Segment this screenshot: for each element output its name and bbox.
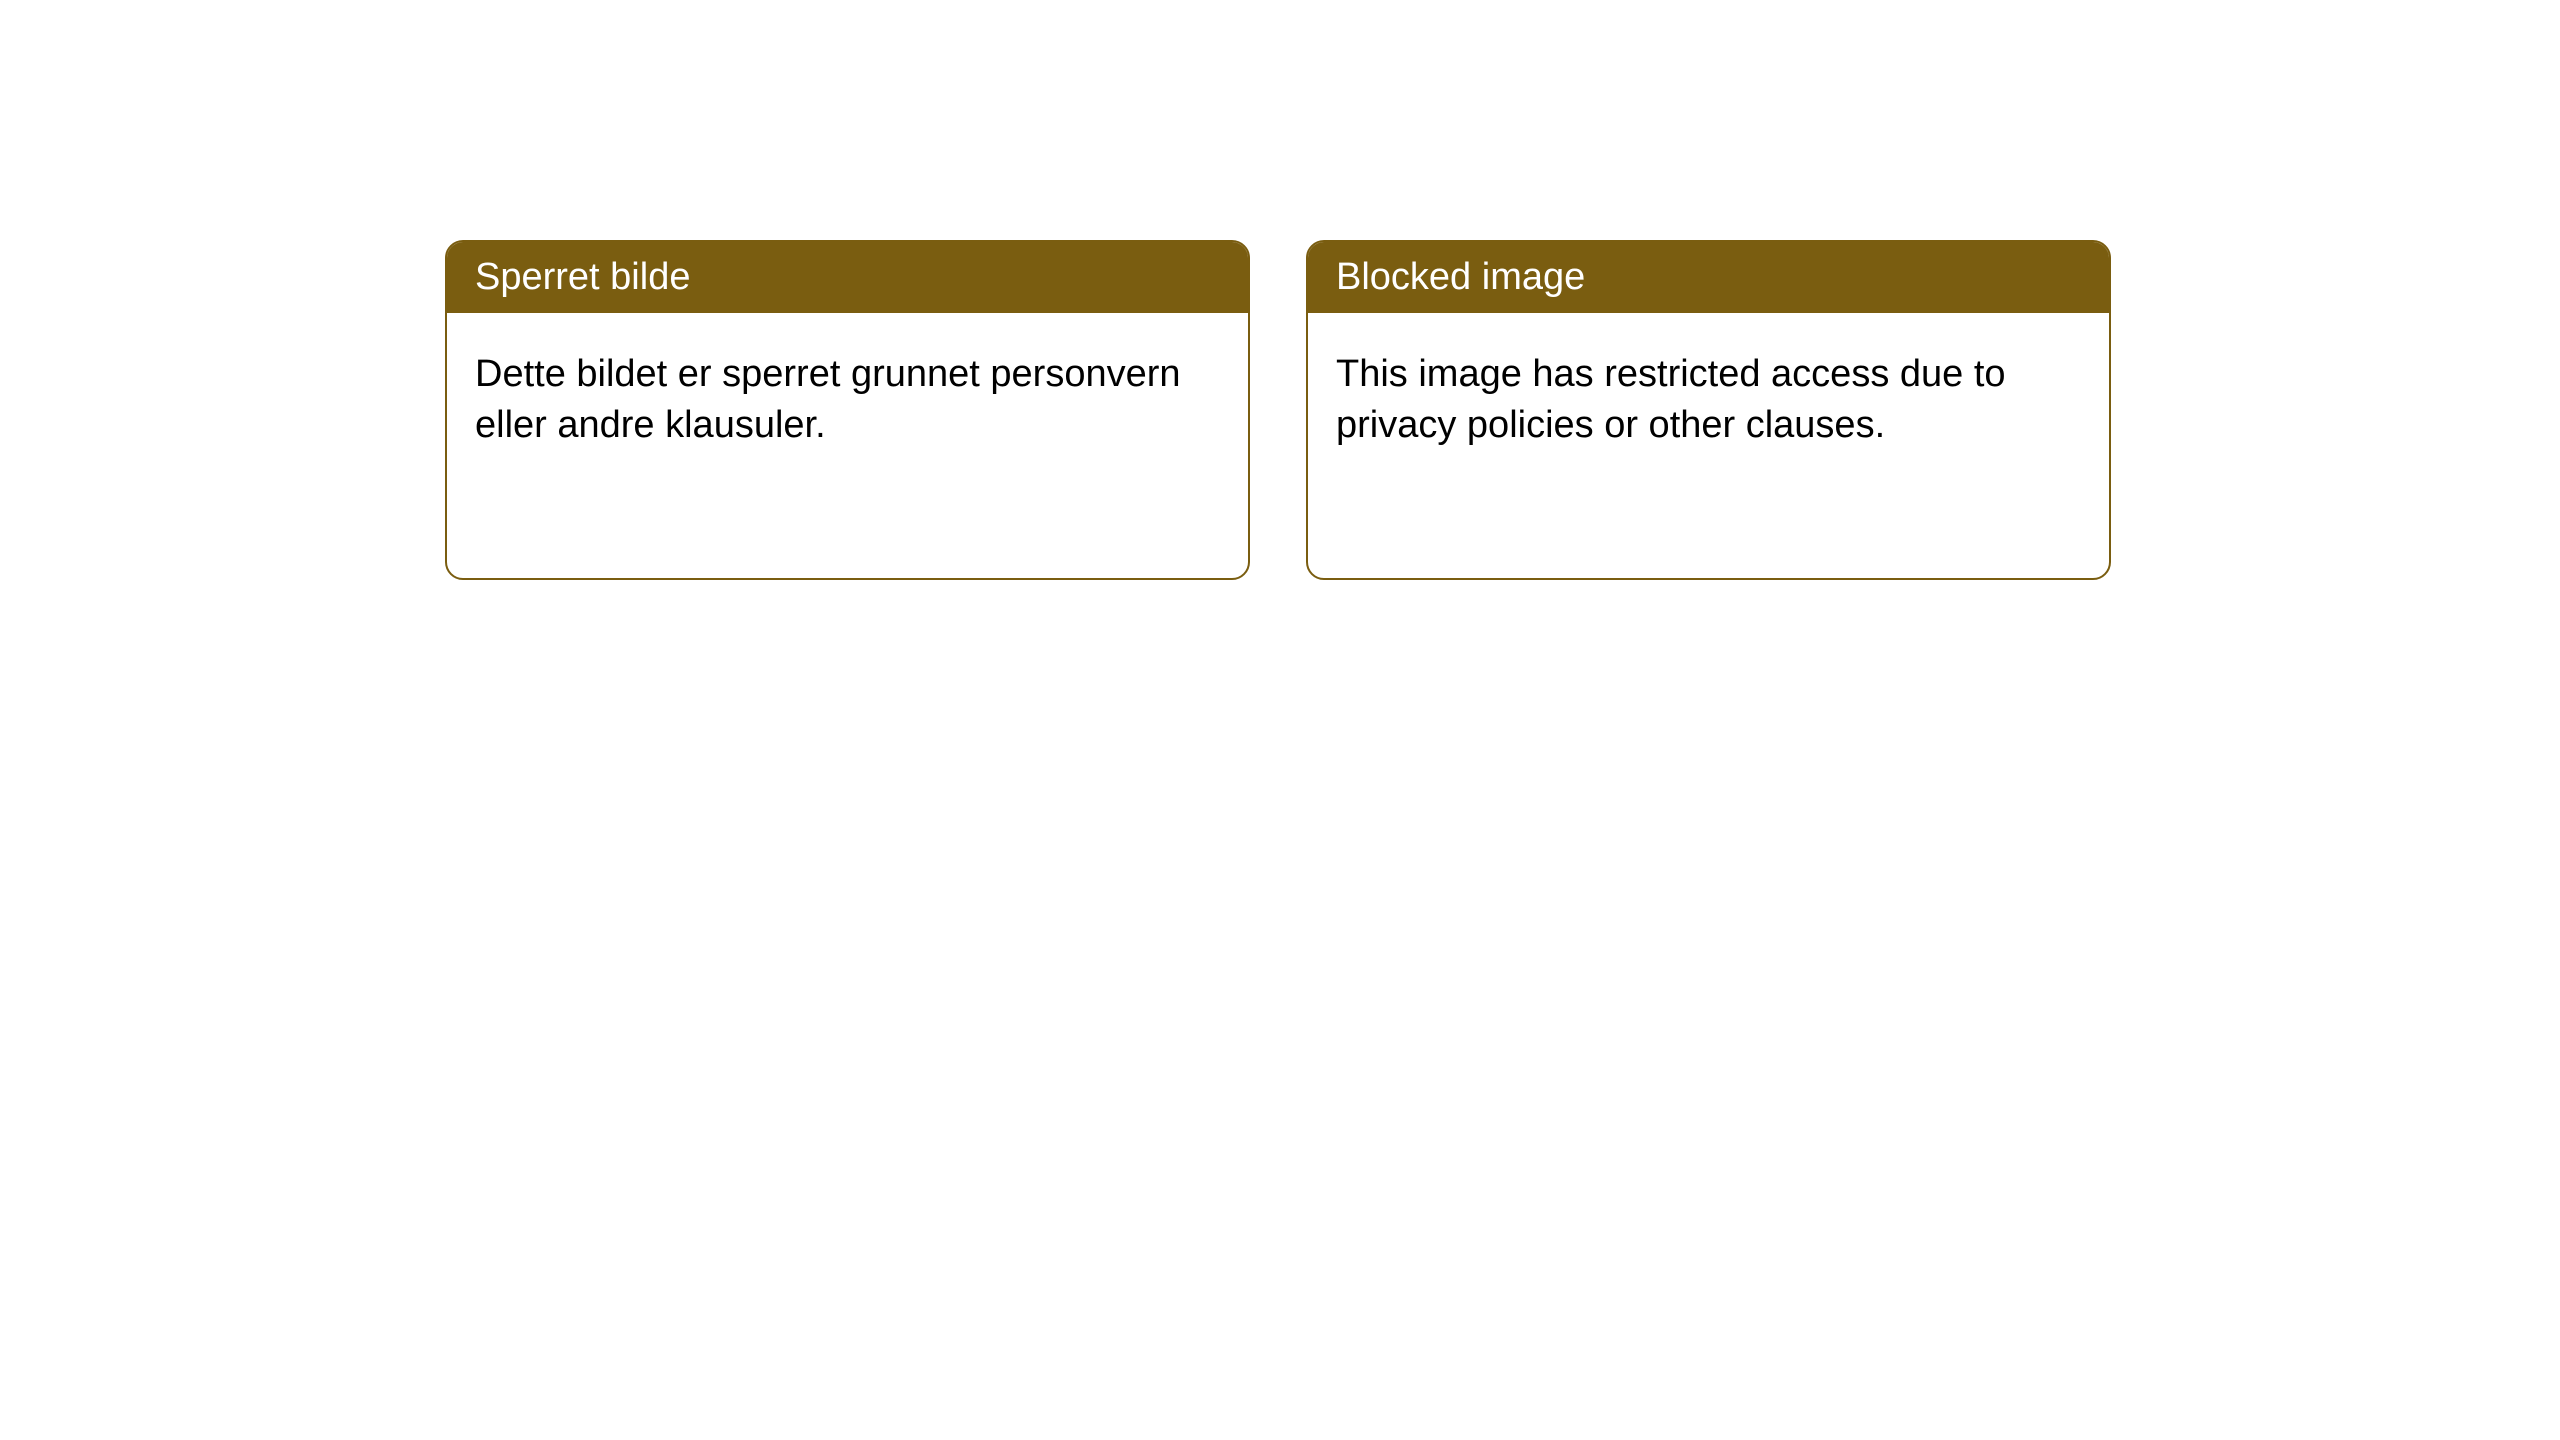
notice-body: Dette bildet er sperret grunnet personve… xyxy=(447,313,1248,488)
notice-card-norwegian: Sperret bilde Dette bildet er sperret gr… xyxy=(445,240,1250,580)
notice-header: Blocked image xyxy=(1308,242,2109,313)
notice-body: This image has restricted access due to … xyxy=(1308,313,2109,488)
notice-header: Sperret bilde xyxy=(447,242,1248,313)
notice-container: Sperret bilde Dette bildet er sperret gr… xyxy=(445,240,2111,580)
notice-card-english: Blocked image This image has restricted … xyxy=(1306,240,2111,580)
